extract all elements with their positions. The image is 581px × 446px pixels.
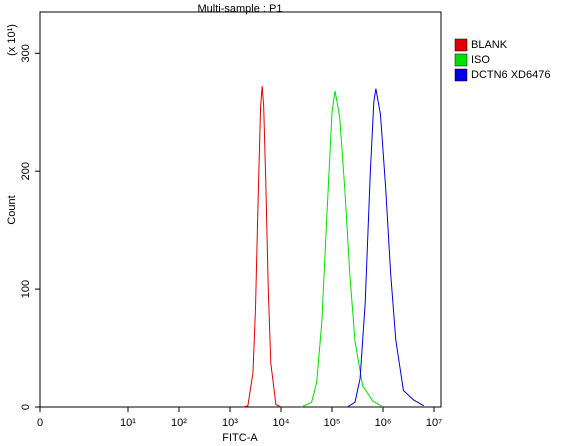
- y-axis-label: Count: [6, 195, 18, 224]
- chart-title: Multi-sample : P1: [198, 3, 283, 15]
- legend-swatch[interactable]: [454, 53, 468, 67]
- legend-swatch[interactable]: [454, 38, 468, 52]
- x-tick-label: 10³: [222, 417, 238, 429]
- legend-label: BLANK: [471, 39, 508, 51]
- x-tick-label: 10⁷: [426, 417, 442, 429]
- plot-frame: [39, 11, 442, 408]
- legend-label: DCTN6 XD6476: [471, 69, 550, 81]
- histogram-curve: [242, 86, 282, 408]
- y-multiplier: (x 10¹): [6, 24, 18, 56]
- x-tick-label: 10⁶: [375, 417, 392, 429]
- y-tick-label: 100: [20, 280, 32, 298]
- y-tick-label: 0: [20, 404, 32, 410]
- x-axis-label: FITC-A: [222, 432, 258, 444]
- y-tick-label: 200: [20, 162, 32, 180]
- x-tick-label: 10²: [171, 417, 187, 429]
- x-tick-label: 0: [37, 417, 43, 429]
- x-tick-label: 10⁴: [273, 417, 290, 429]
- legend-label: ISO: [471, 54, 490, 66]
- x-tick-label: 10⁵: [324, 417, 341, 429]
- y-tick-label: 300: [20, 44, 32, 62]
- x-tick-label: 10¹: [120, 417, 136, 429]
- legend-swatch[interactable]: [454, 68, 468, 82]
- histogram-curve: [301, 90, 384, 408]
- histogram-curve: [347, 88, 425, 408]
